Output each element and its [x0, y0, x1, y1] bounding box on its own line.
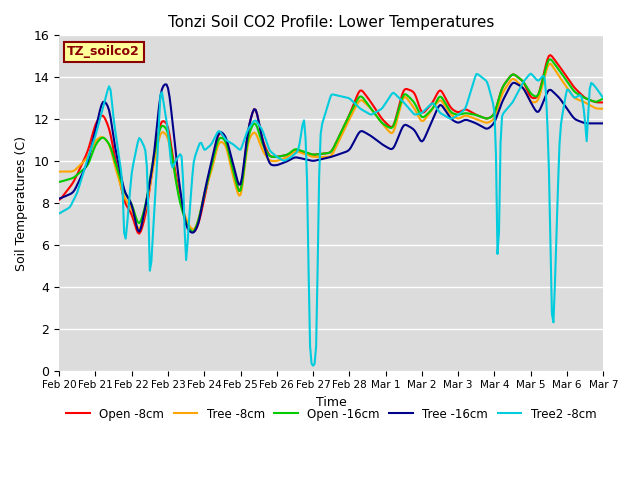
Tree2 -8cm: [527, 71, 534, 76]
Open -8cm: [158, 119, 166, 124]
Open -8cm: [397, 96, 404, 102]
Text: TZ_soilco2: TZ_soilco2: [67, 46, 140, 59]
Tree -16cm: [188, 230, 196, 236]
Open -8cm: [534, 92, 542, 97]
Tree -8cm: [55, 169, 63, 175]
X-axis label: Time: Time: [316, 396, 347, 409]
Tree2 -8cm: [367, 111, 374, 117]
Open -16cm: [547, 56, 554, 62]
Tree -8cm: [600, 106, 607, 111]
Open -8cm: [385, 123, 392, 129]
Tree2 -8cm: [600, 95, 607, 101]
Open -16cm: [600, 96, 607, 102]
Open -16cm: [157, 125, 164, 131]
Tree2 -8cm: [536, 76, 543, 82]
Open -8cm: [367, 99, 374, 105]
Y-axis label: Soil Temperatures (C): Soil Temperatures (C): [15, 135, 28, 271]
Tree -16cm: [70, 188, 78, 193]
Open -16cm: [188, 229, 196, 235]
Tree -16cm: [157, 93, 164, 99]
Tree -16cm: [55, 196, 63, 202]
Open -8cm: [136, 231, 143, 237]
Tree -8cm: [367, 106, 374, 111]
Open -16cm: [534, 92, 542, 97]
Tree -8cm: [385, 128, 392, 134]
Tree -8cm: [157, 132, 164, 137]
Tree -8cm: [534, 96, 542, 102]
Line: Open -16cm: Open -16cm: [59, 59, 604, 232]
Tree -16cm: [536, 107, 543, 113]
Tree -16cm: [367, 133, 374, 139]
Tree2 -8cm: [309, 363, 317, 369]
Tree -8cm: [190, 227, 198, 232]
Tree -8cm: [547, 61, 554, 67]
Open -8cm: [70, 178, 78, 183]
Tree2 -8cm: [70, 196, 78, 202]
Open -16cm: [55, 179, 63, 185]
Tree -8cm: [70, 168, 78, 173]
Tree2 -8cm: [157, 92, 164, 97]
Tree2 -8cm: [397, 96, 404, 102]
Open -8cm: [600, 99, 607, 105]
Open -16cm: [367, 105, 374, 111]
Legend: Open -8cm, Tree -8cm, Open -16cm, Tree -16cm, Tree2 -8cm: Open -8cm, Tree -8cm, Open -16cm, Tree -…: [61, 403, 601, 425]
Title: Tonzi Soil CO2 Profile: Lower Temperatures: Tonzi Soil CO2 Profile: Lower Temperatur…: [168, 15, 495, 30]
Open -8cm: [55, 197, 63, 203]
Open -8cm: [547, 52, 554, 58]
Tree -16cm: [510, 80, 518, 85]
Line: Tree -16cm: Tree -16cm: [59, 83, 604, 233]
Tree -8cm: [397, 103, 404, 108]
Open -16cm: [70, 174, 78, 180]
Tree -16cm: [397, 128, 404, 134]
Tree2 -8cm: [385, 96, 392, 101]
Open -16cm: [397, 100, 404, 106]
Tree -16cm: [600, 120, 607, 126]
Line: Tree2 -8cm: Tree2 -8cm: [59, 73, 604, 366]
Tree -16cm: [385, 145, 392, 151]
Line: Open -8cm: Open -8cm: [59, 55, 604, 234]
Tree2 -8cm: [55, 211, 63, 216]
Line: Tree -8cm: Tree -8cm: [59, 64, 604, 229]
Open -16cm: [385, 124, 392, 130]
